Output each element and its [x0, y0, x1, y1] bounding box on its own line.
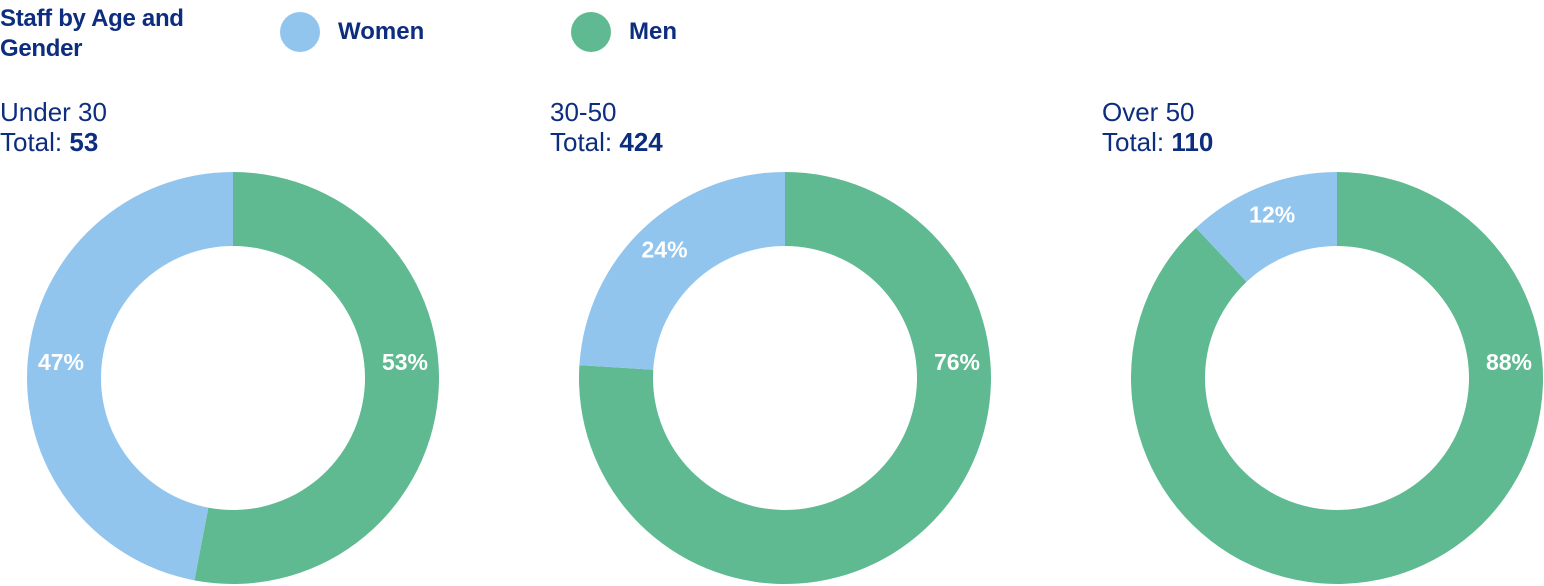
slice-label-over-50-men: 88% [1486, 349, 1532, 375]
donut-slice-over-50-men [1131, 172, 1543, 584]
total-prefix: Total: [0, 127, 63, 157]
group-label-under-30: Under 30 Total: 53 [0, 97, 107, 157]
total-value: 53 [69, 127, 99, 157]
legend-item-women: Women [280, 12, 424, 52]
group-total: Total: 110 [1102, 127, 1213, 157]
group-name: 30-50 [550, 97, 617, 127]
slice-label-under-30-women: 47% [38, 349, 84, 375]
donut-slice-under-30-men [194, 172, 439, 584]
legend-swatch-men [571, 12, 611, 52]
total-value: 110 [1171, 127, 1214, 157]
group-name: Over 50 [1102, 97, 1195, 127]
chart-title: Staff by Age and Gender [0, 5, 184, 62]
donut-slice-under-30-women [26, 172, 234, 581]
group-total: Total: 53 [0, 127, 107, 157]
slice-label-over-50-women: 12% [1249, 201, 1295, 227]
total-prefix: Total: [1102, 127, 1165, 157]
legend-label-men: Men [629, 18, 677, 45]
legend-swatch-women [280, 12, 320, 52]
group-label-30-50: 30-50 Total: 424 [550, 97, 663, 157]
slice-label-30-50-women: 24% [641, 237, 687, 263]
slice-label-under-30-men: 53% [382, 349, 428, 375]
group-name: Under 30 [0, 97, 107, 127]
group-total: Total: 424 [550, 127, 663, 157]
total-value: 424 [619, 127, 663, 157]
donut-slice-over-50-women [1195, 172, 1337, 282]
slice-label-30-50-men: 76% [934, 349, 980, 375]
group-label-over-50: Over 50 Total: 110 [1102, 97, 1213, 157]
donut-slice-30-50-men [579, 172, 991, 584]
legend-label-women: Women [338, 18, 425, 45]
total-prefix: Total: [550, 127, 613, 157]
legend-item-men: Men [571, 12, 677, 52]
donut-slice-30-50-women [579, 172, 785, 370]
